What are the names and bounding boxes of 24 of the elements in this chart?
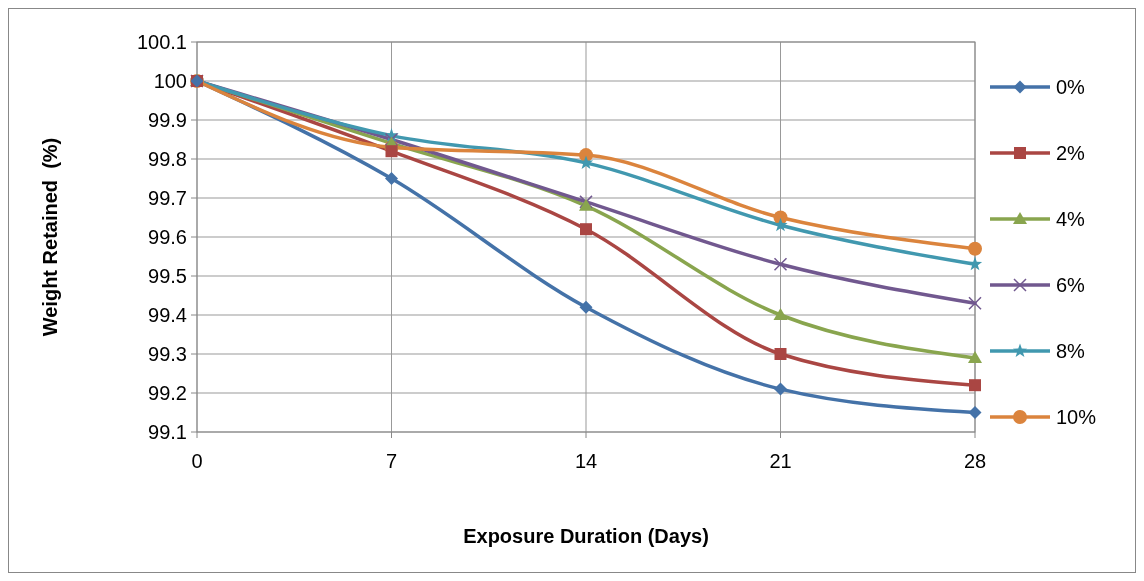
legend-label: 4%: [1056, 208, 1086, 230]
legend-label: 6%: [1056, 274, 1086, 296]
legend-label: 10%: [1056, 406, 1097, 428]
y-tick-label: 99.1: [148, 421, 187, 443]
y-tick-label: 99.8: [148, 148, 187, 170]
y-tick-label: 100.1: [136, 31, 187, 53]
y-tick-label: 99.7: [148, 187, 187, 209]
y-tick-label: 99.5: [148, 265, 187, 287]
y-axis-title: Weight Retained (%): [39, 137, 61, 337]
y-tick-label: 100: [153, 70, 187, 92]
y-tick-label: 99.6: [148, 226, 187, 248]
legend-label: 0%: [1056, 76, 1086, 98]
legend-label: 2%: [1056, 142, 1086, 164]
y-tick-label: 99.3: [148, 343, 187, 365]
y-tick-label: 99.2: [148, 382, 187, 404]
y-tick-label: 99.4: [148, 304, 187, 326]
y-tick-label: 99.9: [148, 109, 187, 131]
x-axis-title: Exposure Duration (Days): [463, 525, 709, 547]
x-tick-label: 14: [574, 450, 598, 472]
x-tick-label: 28: [963, 450, 987, 472]
legend-label: 8%: [1056, 340, 1086, 362]
x-tick-label: 0: [191, 450, 203, 472]
x-tick-label: 21: [769, 450, 792, 472]
x-tick-label: 7: [385, 450, 398, 472]
